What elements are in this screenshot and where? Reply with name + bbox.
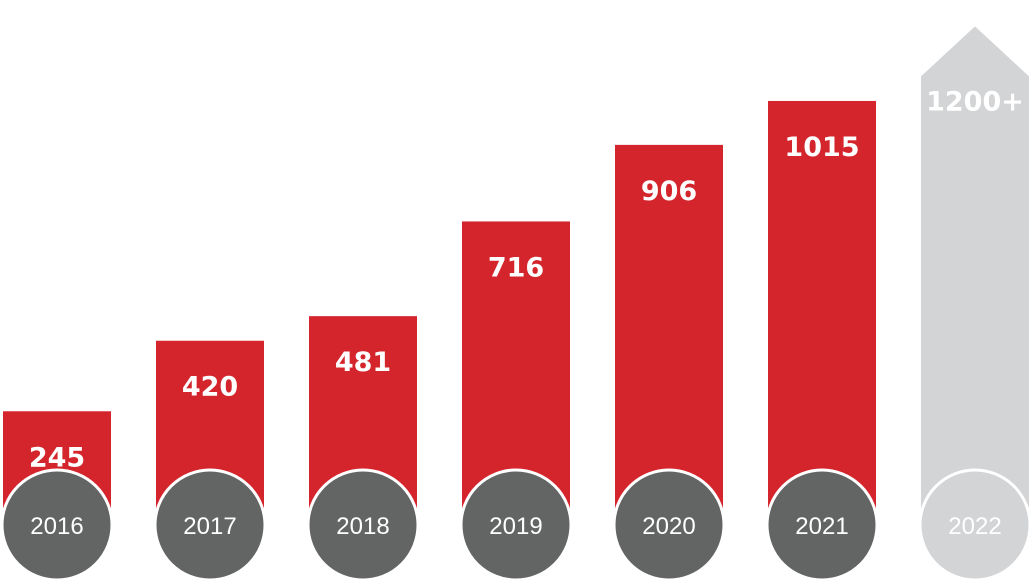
bar-group-2021: 1015 2021 [765, 100, 879, 581]
year-label-2016: 2016 [30, 513, 83, 540]
year-label-2019: 2019 [489, 513, 542, 540]
value-label-2016: 245 [29, 442, 85, 473]
year-label-2022: 2022 [948, 513, 1001, 540]
bar-group-2018: 481 2018 [306, 316, 420, 581]
value-label-2019: 716 [488, 252, 544, 283]
value-label-2021: 1015 [784, 132, 859, 163]
value-label-2020: 906 [641, 176, 697, 207]
year-circle-2019 [459, 468, 573, 581]
projected-arrow-bar-2022 [921, 26, 1029, 511]
year-circle-2020 [612, 468, 726, 581]
bar-2019 [462, 221, 570, 510]
bar-2020 [615, 144, 723, 510]
year-circle-2018 [306, 468, 420, 581]
bar-group-2022: 1200+ 2022 [918, 26, 1032, 581]
bar-group-2020: 906 2020 [612, 144, 726, 581]
value-label-2022: 1200+ [926, 86, 1024, 117]
bar-group-2019: 716 2019 [459, 221, 573, 581]
year-circle-2021 [765, 468, 879, 581]
year-circle-2017 [153, 468, 267, 581]
bar-group-2016: 245 2016 [0, 411, 114, 581]
year-label-2017: 2017 [183, 513, 236, 540]
year-label-2020: 2020 [642, 513, 695, 540]
value-label-2018: 481 [335, 347, 391, 378]
year-label-2021: 2021 [795, 513, 848, 540]
bar-group-2017: 420 2017 [153, 340, 267, 581]
year-circle-2016 [0, 468, 114, 581]
bar-2021 [768, 100, 876, 510]
year-label-2018: 2018 [336, 513, 389, 540]
value-label-2017: 420 [182, 372, 238, 403]
year-circle-2022 [918, 468, 1032, 581]
